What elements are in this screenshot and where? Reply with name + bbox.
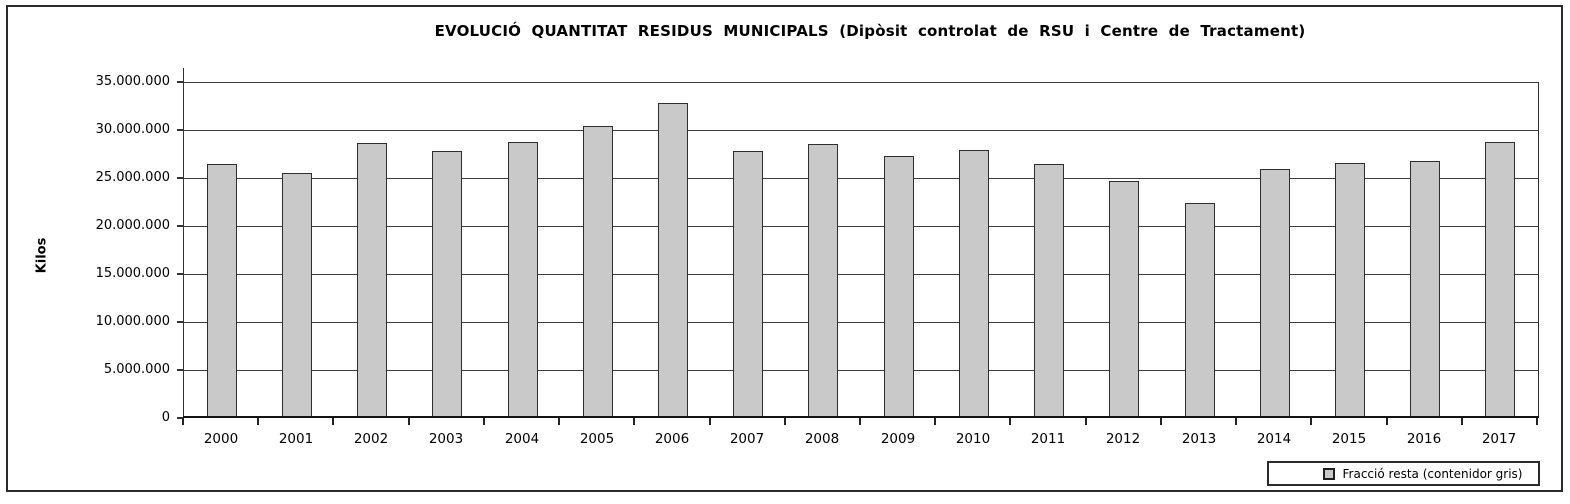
y-axis-tick-label: 30.000.000 — [95, 122, 170, 137]
x-axis-tick — [1536, 418, 1538, 425]
x-axis-tick-label: 2000 — [203, 431, 239, 447]
x-axis-line — [183, 416, 1539, 418]
bar-2007 — [733, 151, 763, 418]
gridline — [184, 226, 1538, 227]
bar-2008 — [808, 144, 838, 418]
y-axis-tick — [177, 81, 183, 83]
x-axis-tick — [483, 418, 485, 425]
gridline — [184, 274, 1538, 275]
x-axis-tick-label: 2012 — [1105, 431, 1141, 447]
x-axis-tick-label: 2009 — [880, 431, 916, 447]
bar-2014 — [1260, 169, 1290, 418]
x-axis-tick-label: 2015 — [1331, 431, 1367, 447]
x-axis-tick — [257, 418, 259, 425]
x-axis-tick-label: 2005 — [579, 431, 615, 447]
y-axis-line — [183, 68, 184, 82]
x-axis-tick — [784, 418, 786, 425]
x-axis-tick-label: 2016 — [1406, 431, 1442, 447]
bar-2013 — [1185, 203, 1215, 418]
legend-marker-icon — [1322, 467, 1335, 480]
y-axis-tick-label: 10.000.000 — [95, 314, 170, 329]
x-axis-tick — [1386, 418, 1388, 425]
y-axis-tick-label: 15.000.000 — [95, 266, 170, 281]
bar-2001 — [282, 173, 312, 418]
bar-2003 — [432, 151, 462, 418]
x-axis-tick — [709, 418, 711, 425]
x-axis-tick-label: 2011 — [1030, 431, 1066, 447]
x-axis-tick-label: 2014 — [1256, 431, 1292, 447]
plot-area — [183, 68, 1539, 418]
y-axis-tick — [177, 129, 183, 131]
y-axis-tick — [177, 369, 183, 371]
x-axis-tick — [1235, 418, 1237, 425]
bar-2012 — [1109, 181, 1139, 418]
x-axis-tick-label: 2017 — [1481, 431, 1517, 447]
bar-2017 — [1485, 142, 1515, 418]
gridline — [184, 322, 1538, 323]
y-axis-tick — [177, 417, 183, 419]
x-axis-tick-label: 2007 — [729, 431, 765, 447]
bar-2016 — [1410, 161, 1440, 418]
gridline — [184, 370, 1538, 371]
x-axis-tick-label: 2013 — [1181, 431, 1217, 447]
x-axis-tick — [182, 418, 184, 425]
x-axis-tick — [633, 418, 635, 425]
y-axis-tick-label: 5.000.000 — [103, 362, 170, 377]
x-axis-tick — [1461, 418, 1463, 425]
x-axis-tick — [408, 418, 410, 425]
y-axis-tick-label: 20.000.000 — [95, 218, 170, 233]
x-axis-tick — [934, 418, 936, 425]
bar-2005 — [583, 126, 613, 418]
y-axis-tick-label: 0 — [161, 410, 170, 425]
x-axis-tick — [332, 418, 334, 425]
bar-2010 — [959, 150, 989, 418]
x-axis-tick — [859, 418, 861, 425]
bar-2000 — [207, 164, 237, 418]
x-axis-tick — [558, 418, 560, 425]
x-axis-tick-label: 2006 — [654, 431, 690, 447]
bar-2011 — [1034, 164, 1064, 418]
y-axis-tick-label: 35.000.000 — [95, 74, 170, 89]
bar-2002 — [357, 143, 387, 418]
y-axis-tick-label: 25.000.000 — [95, 170, 170, 185]
x-axis-tick-label: 2002 — [353, 431, 389, 447]
bar-2009 — [884, 156, 914, 418]
y-axis-tick — [177, 321, 183, 323]
x-axis-tick-label: 2008 — [804, 431, 840, 447]
x-axis-tick-label: 2010 — [955, 431, 991, 447]
x-axis-tick-label: 2001 — [278, 431, 314, 447]
chart-title: EVOLUCIÓ QUANTITAT RESIDUS MUNICIPALS (D… — [434, 22, 1306, 40]
bar-2015 — [1335, 163, 1365, 418]
y-axis-title: Kilos — [34, 237, 50, 274]
y-axis-tick — [177, 225, 183, 227]
y-axis-tick — [177, 177, 183, 179]
x-axis-tick-label: 2004 — [504, 431, 540, 447]
y-axis-tick — [177, 273, 183, 275]
bar-2006 — [658, 103, 688, 418]
x-axis-tick — [1085, 418, 1087, 425]
legend: Fracció resta (contenidor gris) — [1267, 461, 1540, 486]
gridline — [184, 130, 1538, 131]
x-axis-tick — [1160, 418, 1162, 425]
legend-label: Fracció resta (contenidor gris) — [1342, 466, 1523, 481]
x-axis-tick — [1310, 418, 1312, 425]
x-axis-tick-label: 2003 — [428, 431, 464, 447]
gridline — [184, 178, 1538, 179]
gridline — [184, 82, 1538, 83]
x-axis-tick — [1009, 418, 1011, 425]
bar-2004 — [508, 142, 538, 418]
